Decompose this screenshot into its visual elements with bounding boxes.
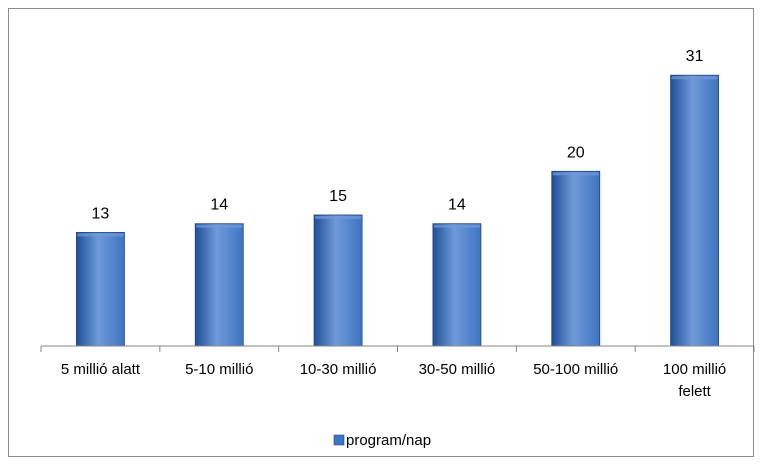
category-label-1: 5 millió alatt <box>61 361 141 378</box>
bar-1 <box>76 232 125 347</box>
bar-4-highlight <box>433 224 480 228</box>
data-label-3: 15 <box>329 188 347 205</box>
bars-layer <box>76 74 719 347</box>
data-labels-layer: 13 14 15 14 20 31 <box>92 48 704 222</box>
category-labels: 5 millió alatt 5-10 millió 10-30 millió 30-… <box>61 361 726 400</box>
data-label-4: 14 <box>448 197 466 214</box>
data-label-6: 31 <box>686 48 704 65</box>
bar-6-highlight <box>671 76 718 80</box>
x-axis-ticks <box>40 346 755 352</box>
category-label-4: 30-50 millió <box>419 361 496 378</box>
data-label-5: 20 <box>567 144 585 161</box>
data-label-2: 14 <box>210 197 228 214</box>
bar-4 <box>432 223 482 347</box>
category-label-3: 10-30 millió <box>300 361 377 378</box>
bar-chart: 13 14 15 14 20 31 5 millió alatt 5-10 millió 10… <box>40 48 755 449</box>
category-label-5: 50-100 millió <box>533 361 618 378</box>
bar-6 <box>670 74 719 347</box>
bar-2-highlight <box>196 224 243 228</box>
legend-label-program-nap: program/nap <box>346 432 431 449</box>
bar-3 <box>313 214 363 347</box>
bar-2 <box>194 223 244 347</box>
category-label-2: 5-10 millió <box>185 361 253 378</box>
bar-1-highlight <box>77 233 124 237</box>
legend-swatch <box>333 434 345 446</box>
data-label-1: 13 <box>92 205 110 222</box>
bar-5-highlight <box>552 172 599 176</box>
legend: program/nap <box>333 432 431 449</box>
category-label-6: 100 millió felett <box>663 361 726 400</box>
chart-frame: 13 14 15 14 20 31 5 millió alatt 5-10 millió 10… <box>8 8 755 457</box>
bar-5 <box>551 170 601 347</box>
bar-3-highlight <box>315 215 362 219</box>
